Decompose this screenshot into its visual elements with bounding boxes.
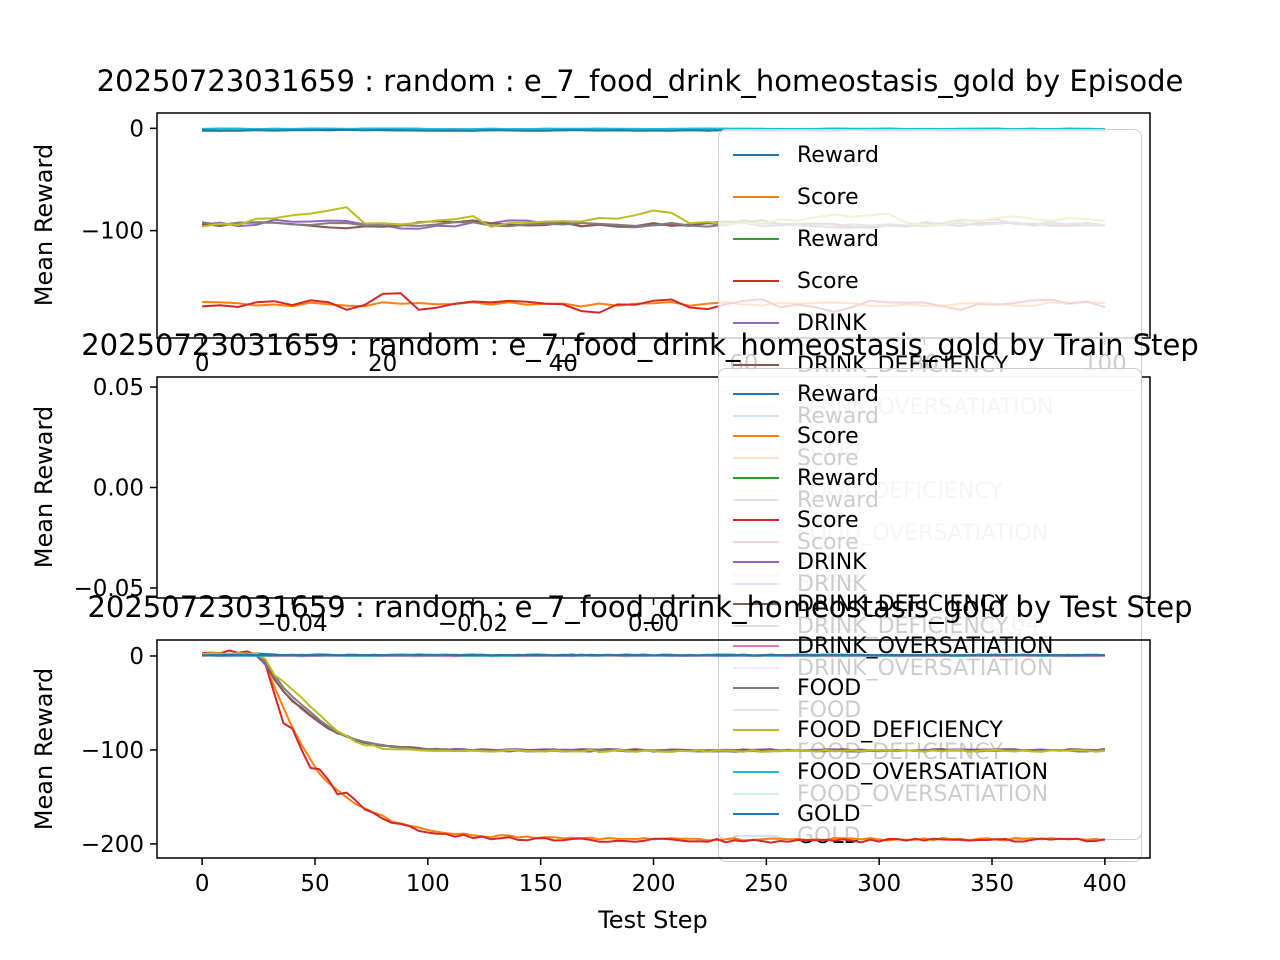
y-tick-label: 0 (129, 644, 144, 670)
chart-title-test-step: 20250723031659 : random : e_7_food_drink… (87, 590, 1193, 624)
legend-entry-label: Reward (797, 381, 879, 407)
legend-line-sample (733, 477, 779, 479)
legend-entry-label: DRINK (797, 549, 867, 575)
legend-entry: GOLD (733, 793, 1127, 835)
legend-entry-label: DRINK_DEFICIENCY (797, 591, 1009, 617)
legend-entry-label: FOOD (797, 675, 862, 701)
y-tick-label: 0.00 (93, 476, 144, 502)
x-tick-label: 0 (195, 871, 210, 897)
legend-entry: FOOD_OVERSATIATION (733, 751, 1127, 793)
legend-line-sample (733, 687, 779, 689)
legend-entry-label: GOLD (797, 801, 861, 827)
legend-entry: Score (733, 176, 1127, 218)
legend-line-sample (733, 238, 779, 240)
legend-entry: Reward (733, 457, 1127, 499)
x-axis-label-test-step: Test Step (598, 906, 708, 934)
y-tick-label: 0.05 (93, 375, 144, 401)
legend-line-sample (733, 771, 779, 773)
x-tick-label: 100 (406, 871, 450, 897)
legend-entry: Score (733, 499, 1127, 541)
y-tick-label: −100 (81, 738, 144, 764)
legend-entry-label: Reward (797, 142, 879, 168)
legend-line-sample (733, 813, 779, 815)
x-tick-label: 200 (632, 871, 676, 897)
legend-entry: DRINK_DEFICIENCY (733, 583, 1127, 625)
legend-entry-label: FOOD_OVERSATIATION (797, 759, 1049, 785)
y-axis-label-episode: Mean Reward (30, 143, 58, 307)
legend-entry-label: Score (797, 423, 859, 449)
chart-title-episode: 20250723031659 : random : e_7_food_drink… (96, 64, 1184, 98)
legend-entry: DRINK (733, 541, 1127, 583)
legend-line-sample (733, 435, 779, 437)
legend-line-sample (733, 322, 779, 324)
y-axis-label-test-step: Mean Reward (30, 667, 58, 831)
legend-entry: FOOD_DEFICIENCY (733, 709, 1127, 751)
x-tick-label: 150 (519, 871, 563, 897)
legend-line-sample (733, 280, 779, 282)
y-axis-label-train-step: Mean Reward (30, 405, 58, 569)
legend-line-sample (733, 364, 779, 366)
x-tick-label: 50 (300, 871, 329, 897)
chart-title-train-step: 20250723031659 : random : e_7_food_drink… (81, 328, 1199, 362)
legend-line-sample (733, 519, 779, 521)
legend-entry-label: Score (797, 268, 859, 294)
legend-entry: Reward (733, 134, 1127, 176)
legend-entry-label: DRINK (797, 310, 867, 336)
legend-entry-label: Reward (797, 226, 879, 252)
legend-entry-label: Score (797, 507, 859, 533)
legend-entry: DRINK (733, 302, 1127, 344)
legend-line-sample (733, 645, 779, 647)
legend-entry: Reward (733, 373, 1127, 415)
legend-line-sample (733, 729, 779, 731)
legend-line-sample (733, 603, 779, 605)
legend-entry: Score (733, 260, 1127, 302)
x-tick-label: 250 (744, 871, 788, 897)
legend-entry: FOOD (733, 667, 1127, 709)
legend-entry: Reward (733, 218, 1127, 260)
legend-line-sample (733, 561, 779, 563)
y-tick-label: −100 (81, 219, 144, 245)
y-tick-label: 0 (129, 116, 144, 142)
legend-entry-label: FOOD_DEFICIENCY (797, 717, 1003, 743)
legend-entry-label: Reward (797, 465, 879, 491)
legend-line-sample (733, 196, 779, 198)
legend-line-sample (733, 154, 779, 156)
legend-entry: DRINK_OVERSATIATION (733, 625, 1127, 667)
x-tick-label: 400 (1083, 871, 1127, 897)
legend-line-sample (733, 393, 779, 395)
y-tick-label: −200 (81, 832, 144, 858)
x-tick-label: 300 (857, 871, 901, 897)
legend-entry: Score (733, 415, 1127, 457)
legend-entry-label: DRINK_OVERSATIATION (797, 633, 1054, 659)
x-tick-label: 350 (970, 871, 1014, 897)
legend-entry-label: Score (797, 184, 859, 210)
